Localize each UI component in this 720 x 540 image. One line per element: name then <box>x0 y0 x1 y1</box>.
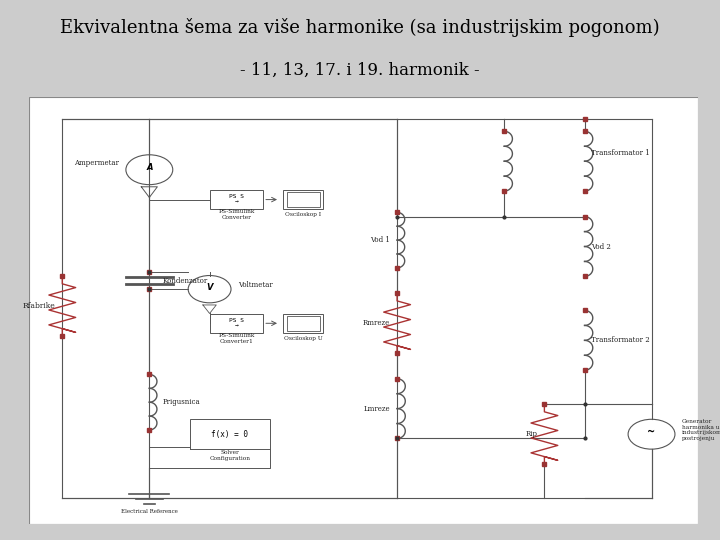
Text: Rmreze: Rmreze <box>363 319 390 327</box>
Text: Electrical Reference: Electrical Reference <box>121 509 178 514</box>
Bar <box>189 419 270 449</box>
Bar <box>210 190 264 209</box>
Text: Voltmetar: Voltmetar <box>238 281 272 289</box>
Text: - 11, 13, 17. i 19. harmonik -: - 11, 13, 17. i 19. harmonik - <box>240 62 480 78</box>
Text: PS-Simulink
Converter: PS-Simulink Converter <box>218 209 255 220</box>
Bar <box>283 190 323 209</box>
Text: f(x) = 0: f(x) = 0 <box>211 430 248 438</box>
Bar <box>287 192 320 207</box>
Text: Rip: Rip <box>526 430 538 438</box>
Text: Lmreze: Lmreze <box>364 404 390 413</box>
Text: Transformator 2: Transformator 2 <box>591 336 650 345</box>
Bar <box>287 316 320 331</box>
Text: Vod 2: Vod 2 <box>591 242 611 251</box>
Circle shape <box>188 275 231 303</box>
Text: Prigusnica: Prigusnica <box>163 398 200 406</box>
Text: Transformator 1: Transformator 1 <box>591 148 650 157</box>
Text: Osciloskop I: Osciloskop I <box>285 212 321 217</box>
Text: Solver
Configuration: Solver Configuration <box>210 450 250 461</box>
Text: Kondenzator: Kondenzator <box>163 276 208 285</box>
Text: Osciloskop U: Osciloskop U <box>284 336 323 341</box>
Text: V: V <box>207 282 213 292</box>
Text: A: A <box>146 163 153 172</box>
Text: Vod 1: Vod 1 <box>371 236 390 244</box>
Text: ~: ~ <box>647 427 656 437</box>
Text: PS-Simulink
Converter1: PS-Simulink Converter1 <box>218 333 255 343</box>
Text: PS S
→: PS S → <box>229 318 244 329</box>
Circle shape <box>126 155 173 185</box>
Text: Rfabrike: Rfabrike <box>23 302 55 310</box>
Text: PS S
→: PS S → <box>229 194 244 205</box>
Bar <box>210 314 264 333</box>
Circle shape <box>628 419 675 449</box>
Text: Generator
harmonika u
industrijskom
postrojenju: Generator harmonika u industrijskom post… <box>682 418 720 441</box>
Text: Ampermetar: Ampermetar <box>74 159 120 167</box>
Text: Ekvivalentna šema za više harmonike (sa industrijskim pogonom): Ekvivalentna šema za više harmonike (sa … <box>60 18 660 37</box>
Bar <box>283 314 323 333</box>
